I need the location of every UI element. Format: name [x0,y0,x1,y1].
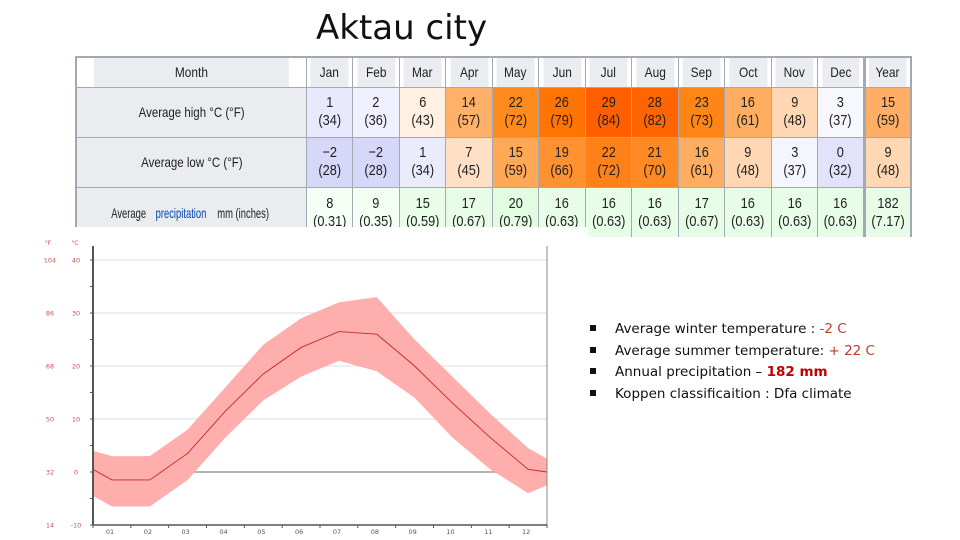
table-cell: 17 (0.67) [677,186,726,237]
table-cell: 16 (0.63) [631,186,679,237]
table-cell: −2 (28) [352,136,400,188]
row-label: Average low °C (°F) [75,136,307,188]
climate-table-container: Month Jan Feb Mar Apr May Jun Jul Aug Sep Oct Nov De… [75,56,912,237]
c-tick-label: 40 [72,257,80,265]
table-cell: 3 (37) [770,136,819,188]
header-year: Year [866,56,908,88]
month-tick-label: 12 [522,528,530,536]
table-cell: 2 (36) [352,86,400,138]
table-row: Average high °C (°F) 1 (34) 2 (36) 6 (43) 14 (57… [75,86,912,138]
header-aug: Aug [635,56,676,88]
table-cell: 3 (37) [817,86,865,138]
c-tick-label: 30 [72,310,80,318]
image-overlap-cover [75,227,588,239]
month-tick-label: 04 [219,528,227,536]
square-bullet-icon [590,368,596,375]
f-axis-label: °F [45,240,52,247]
month-tick-label: 02 [144,528,152,536]
slide-title: Aktau city [316,8,488,48]
table-cell: −2 (28) [305,136,354,188]
f-tick-label: 32 [46,469,54,477]
table-cell: 26 (79) [538,86,586,138]
f-tick-label: 68 [46,363,54,371]
header-mar: Mar [402,56,443,88]
table-cell: 21 (70) [631,136,679,188]
temperature-range-band [93,297,547,507]
square-bullet-icon [590,346,596,353]
square-bullet-icon [590,325,596,331]
table-row: Average low °C (°F) −2 (28) −2 (28) 1 (34) 7 (45… [75,136,912,188]
table-cell: 16 (0.63) [817,186,865,237]
header-oct: Oct [728,56,769,88]
square-bullet-icon [590,390,596,397]
precipitation-link[interactable]: precipitation [155,204,207,221]
bullet-item: Average winter temperature : -2 C [590,319,875,341]
header-jan: Jan [309,56,350,88]
row-label: Average high °C (°F) [75,86,307,138]
table-cell: 182 (7.17) [862,186,912,237]
month-tick-label: 06 [295,528,303,536]
bullet-item: Koppen classificaition : Dfa climate [590,384,875,406]
c-axis-label: °C [71,240,78,247]
header-feb: Feb [356,56,397,88]
row-label: Average precipitation mm (inches) [75,186,307,237]
header-month: Month [92,56,290,88]
month-tick-label: 11 [484,528,492,536]
table-cell: 16 (61) [724,86,772,138]
month-tick-label: 01 [106,528,114,536]
month-tick-label: 09 [409,528,417,536]
header-dec: Dec [821,56,862,88]
table-cell: 9 (48) [724,136,772,188]
f-tick-label: 104 [44,257,56,265]
climate-bullet-list: Average winter temperature : -2 C Average… [590,319,875,406]
table-cell: 6 (43) [398,86,447,138]
table-cell: 9 (48) [862,136,912,188]
table-cell: 22 (72) [584,136,633,188]
month-tick-label: 07 [333,528,341,536]
bullet-item: Annual precipitation – 182 mm [590,362,875,384]
bullet-item: Average summer temperature: + 22 C [590,341,875,363]
climate-table: Month Jan Feb Mar Apr May Jun Jul Aug Sep Oct Nov De… [75,56,912,237]
table-cell: 14 (57) [445,86,493,138]
temperature-chart: °F °C 40 104 30 86 20 68 10 50 0 32 -10 14 01 02 03 04 05 0… [44,240,548,536]
mean-temperature-line [92,331,548,481]
c-tick-label: 20 [72,363,80,371]
table-cell: 23 (73) [677,86,726,138]
table-cell: 16 (61) [677,136,726,188]
table-cell: 9 (48) [770,86,819,138]
table-cell: 16 (0.63) [584,186,633,237]
table-cell: 15 (59) [491,136,540,188]
table-cell: 16 (0.63) [724,186,772,237]
month-tick-label: 03 [182,528,190,536]
table-cell: 22 (72) [491,86,540,138]
table-cell: 0 (32) [817,136,865,188]
month-tick-label: 05 [257,528,265,536]
table-cell: 15 (59) [862,86,912,138]
table-cell: 7 (45) [445,136,493,188]
table-cell: 1 (34) [305,86,354,138]
month-tick-label: 10 [446,528,454,536]
c-tick-label: 0 [74,469,78,477]
month-tick-label: 08 [371,528,379,536]
f-tick-label: 50 [46,416,54,424]
header-sep: Sep [681,56,722,88]
f-tick-label: 86 [46,310,54,318]
table-cell: 29 (84) [584,86,633,138]
table-cell: 28 (82) [631,86,679,138]
header-jul: Jul [588,56,629,88]
c-tick-label: -10 [71,522,82,530]
c-tick-label: 10 [72,416,80,424]
table-cell: 1 (34) [398,136,447,188]
header-nov: Nov [774,56,815,88]
header-apr: Apr [449,56,490,88]
header-may: May [495,56,536,88]
table-cell: 19 (66) [538,136,586,188]
header-jun: Jun [542,56,583,88]
f-tick-label: 14 [46,522,54,530]
table-cell: 16 (0.63) [770,186,819,237]
table-header-row: Month Jan Feb Mar Apr May Jun Jul Aug Sep Oct Nov De… [76,56,911,88]
